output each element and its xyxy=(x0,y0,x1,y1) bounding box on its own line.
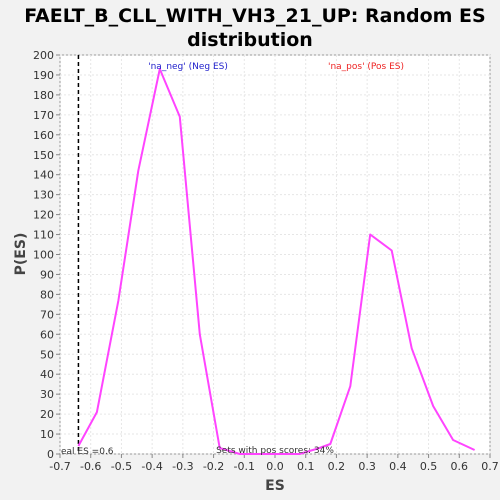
x-tick-label: -0.7 xyxy=(49,460,70,473)
y-tick-label: 120 xyxy=(33,209,54,222)
neg-es-label: 'na_neg' (Neg ES) xyxy=(148,62,228,72)
x-tick-label: 0.2 xyxy=(328,460,346,473)
series-group xyxy=(77,68,476,455)
y-tick-label: 200 xyxy=(33,49,54,62)
y-tick-label: 130 xyxy=(33,189,54,202)
y-tick-label: 170 xyxy=(33,109,54,122)
y-tick-label: 190 xyxy=(33,69,54,82)
x-tick-label: -0.1 xyxy=(234,460,255,473)
pos-sets-label: Sets with pos scores: 34% xyxy=(216,446,334,456)
y-tick-label: 160 xyxy=(33,129,54,142)
x-tick-label: -0.5 xyxy=(111,460,132,473)
real-es-label: eal ES =0.6 xyxy=(61,447,114,457)
x-tick-label: -0.6 xyxy=(80,460,101,473)
es-distribution-line xyxy=(77,68,476,455)
y-tick-label: 30 xyxy=(40,388,54,401)
y-tick-label: 0 xyxy=(47,448,54,461)
y-axis-ticks: 0 10 20 30 40 50 60 70 80 90 100 110 120 130 140 150 160… xyxy=(33,49,60,461)
grid-lines xyxy=(59,54,491,455)
y-tick-label: 110 xyxy=(33,229,54,242)
y-axis-label: P(ES) xyxy=(13,233,29,276)
y-tick-label: 50 xyxy=(40,348,54,361)
y-tick-label: 150 xyxy=(33,149,54,162)
y-tick-label: 40 xyxy=(40,368,54,381)
x-tick-label: -0.4 xyxy=(141,460,162,473)
x-tick-label: 0.4 xyxy=(389,460,407,473)
x-axis-label: ES xyxy=(265,478,285,494)
y-tick-label: 180 xyxy=(33,89,54,102)
y-tick-label: 140 xyxy=(33,169,54,182)
x-axis-ticks: -0.7 -0.6 -0.5 -0.4 -0.3 -0.2 -0.1 0.0 0.1 0.2 0.3… xyxy=(49,454,499,473)
x-tick-label: -0.3 xyxy=(172,460,193,473)
y-tick-label: 60 xyxy=(40,328,54,341)
y-tick-label: 90 xyxy=(40,268,54,281)
pos-es-label: 'na_pos' (Pos ES) xyxy=(328,62,404,72)
x-tick-label: 0.3 xyxy=(358,460,376,473)
y-tick-label: 20 xyxy=(40,408,54,421)
x-tick-label: 0.1 xyxy=(297,460,315,473)
x-tick-label: -0.2 xyxy=(203,460,224,473)
y-tick-label: 80 xyxy=(40,288,54,301)
y-tick-label: 10 xyxy=(40,428,54,441)
x-tick-label: 0.7 xyxy=(481,460,499,473)
y-tick-label: 70 xyxy=(40,308,54,321)
x-tick-label: 0.5 xyxy=(420,460,438,473)
x-tick-label: 0.6 xyxy=(451,460,469,473)
x-tick-label: 0.0 xyxy=(266,460,284,473)
chart-title-line1: FAELT_B_CLL_WITH_VH3_21_UP: Random ES xyxy=(24,5,485,27)
chart-title-line2: distribution xyxy=(187,29,313,51)
y-tick-label: 100 xyxy=(33,249,54,262)
